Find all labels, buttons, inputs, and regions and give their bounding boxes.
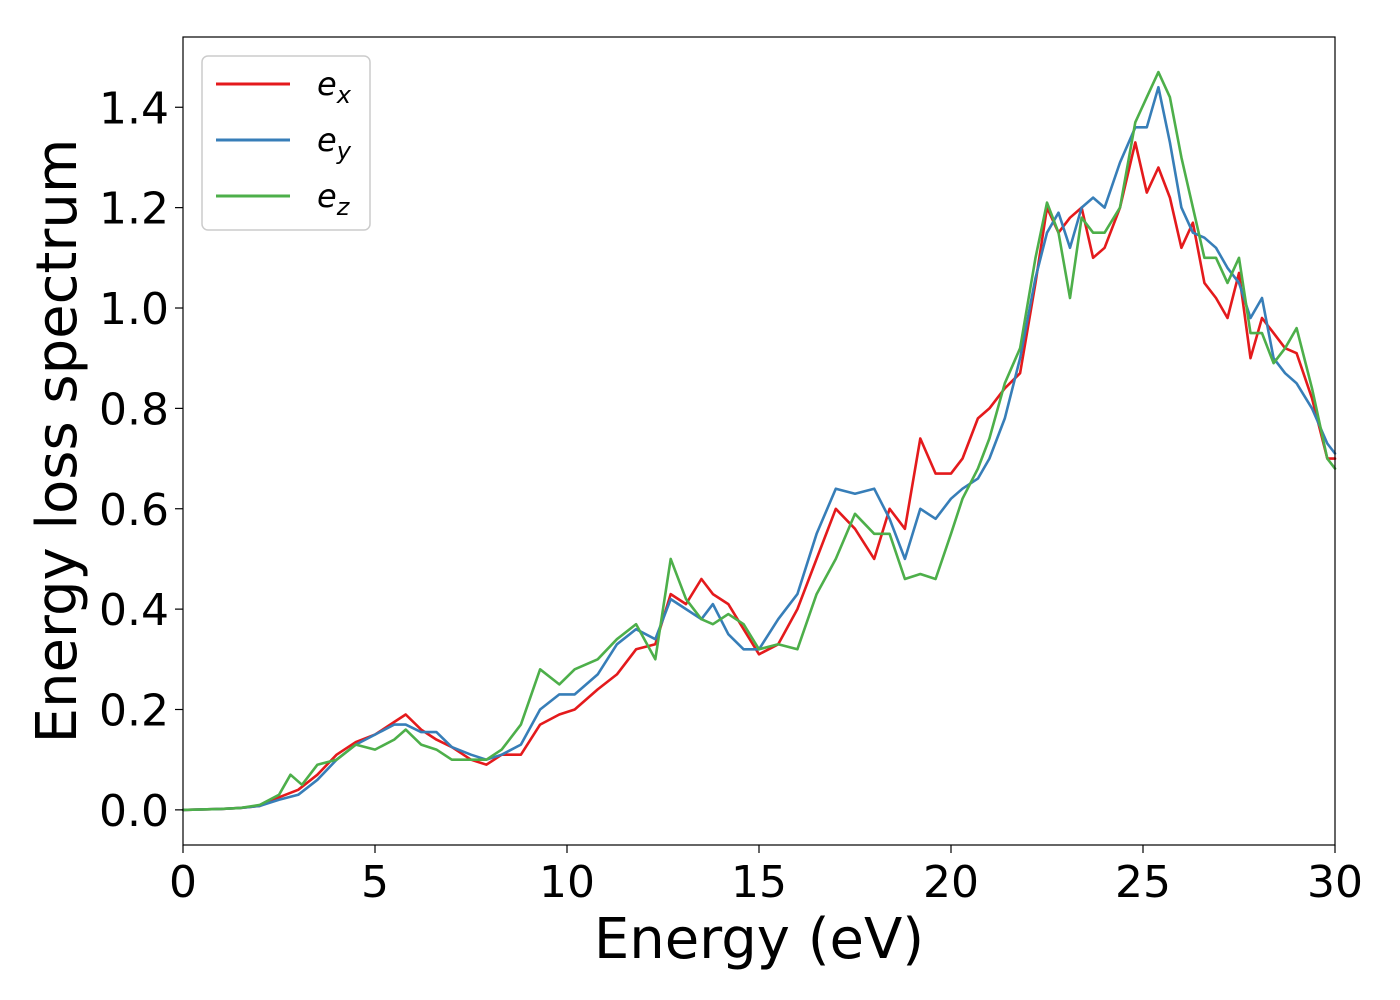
y-axis-label: Energy loss spectrum [25,139,90,744]
x-tick-label: 10 [539,857,595,908]
y-tick-label: 0.6 [99,485,169,536]
legend-label-z: ez [317,177,351,221]
y-axis: 0.0 0.2 0.4 0.6 0.8 1.0 1.2 1.4 [99,83,183,837]
series-line-y [181,85,1337,812]
x-tick-label: 5 [361,857,389,908]
y-tick-label: 1.2 [99,184,169,235]
y-tick-label: 0.0 [99,786,169,837]
y-tick-label: 0.4 [99,585,169,636]
series-layer [181,70,1337,812]
y-tick-label: 0.2 [99,685,169,736]
y-tick-label: 0.8 [99,384,169,435]
x-tick-label: 15 [731,857,787,908]
x-tick-label: 0 [169,857,197,908]
legend-label-y: ey [317,121,352,165]
y-tick-label: 1.4 [99,83,169,134]
legend-label-x: ex [317,65,352,109]
legend-box [201,55,371,231]
x-axis: 0 5 10 15 20 25 30 [169,845,1363,908]
y-tick-label: 1.0 [99,284,169,335]
series-line-z [181,70,1337,812]
x-tick-label: 20 [923,857,979,908]
legend: ex ey ez [201,55,371,231]
x-tick-label: 25 [1115,857,1171,908]
x-tick-label: 30 [1307,857,1363,908]
x-axis-label: Energy (eV) [594,907,924,972]
